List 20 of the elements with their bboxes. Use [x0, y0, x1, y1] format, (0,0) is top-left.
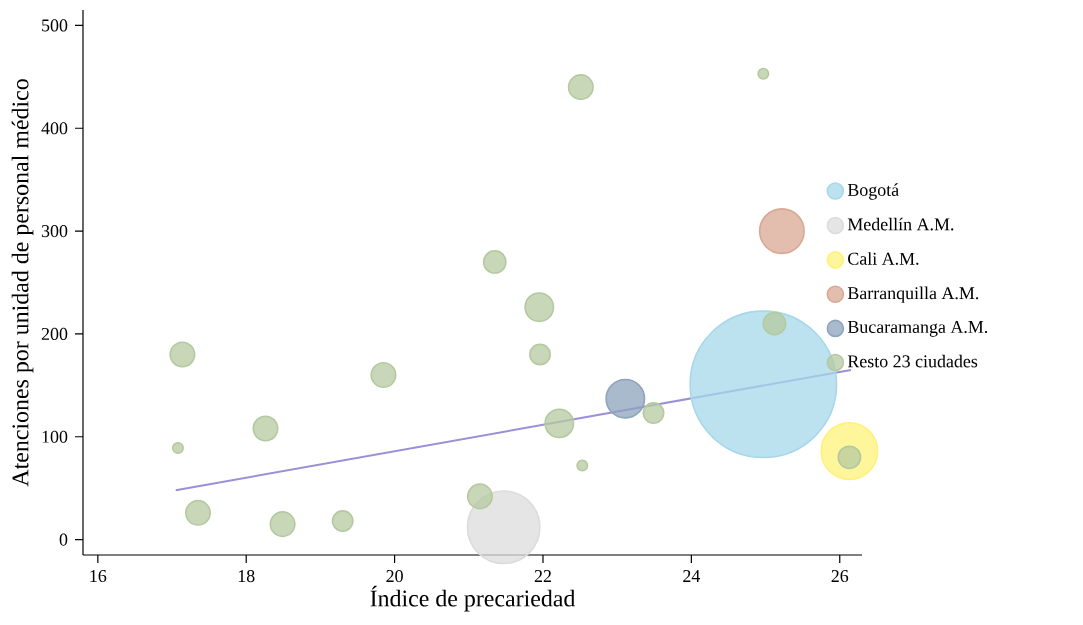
x-tick-label: 20 [386, 570, 403, 583]
x-axis-title: Índice de precariedad [370, 585, 576, 612]
y-tick-label: 400 [41, 122, 68, 135]
y-tick-label: 300 [41, 225, 68, 238]
legend-label: Barranquilla A.M. [847, 286, 979, 303]
legend-label: Cali A.M. [848, 252, 919, 265]
legend-label: Bucaramanga A.M. [847, 320, 988, 337]
y-tick-label: 0 [59, 533, 68, 546]
x-tick-label: 24 [683, 570, 701, 582]
legend-label: Medellín A.M. [847, 217, 954, 231]
legend-label: Resto 23 ciudades [847, 354, 978, 368]
x-tick-label: 22 [534, 570, 551, 582]
y-tick-label: 500 [42, 19, 68, 32]
y-tick-label: 200 [41, 327, 68, 340]
y-tick-label: 100 [42, 430, 68, 443]
x-tick-label: 16 [90, 570, 107, 583]
x-tick-label: 18 [238, 570, 255, 583]
x-tick-label: 26 [831, 570, 849, 583]
legend-label: Bogotá [847, 183, 899, 200]
y-axis-title: Atenciones por unidad de personal médico [11, 79, 34, 487]
